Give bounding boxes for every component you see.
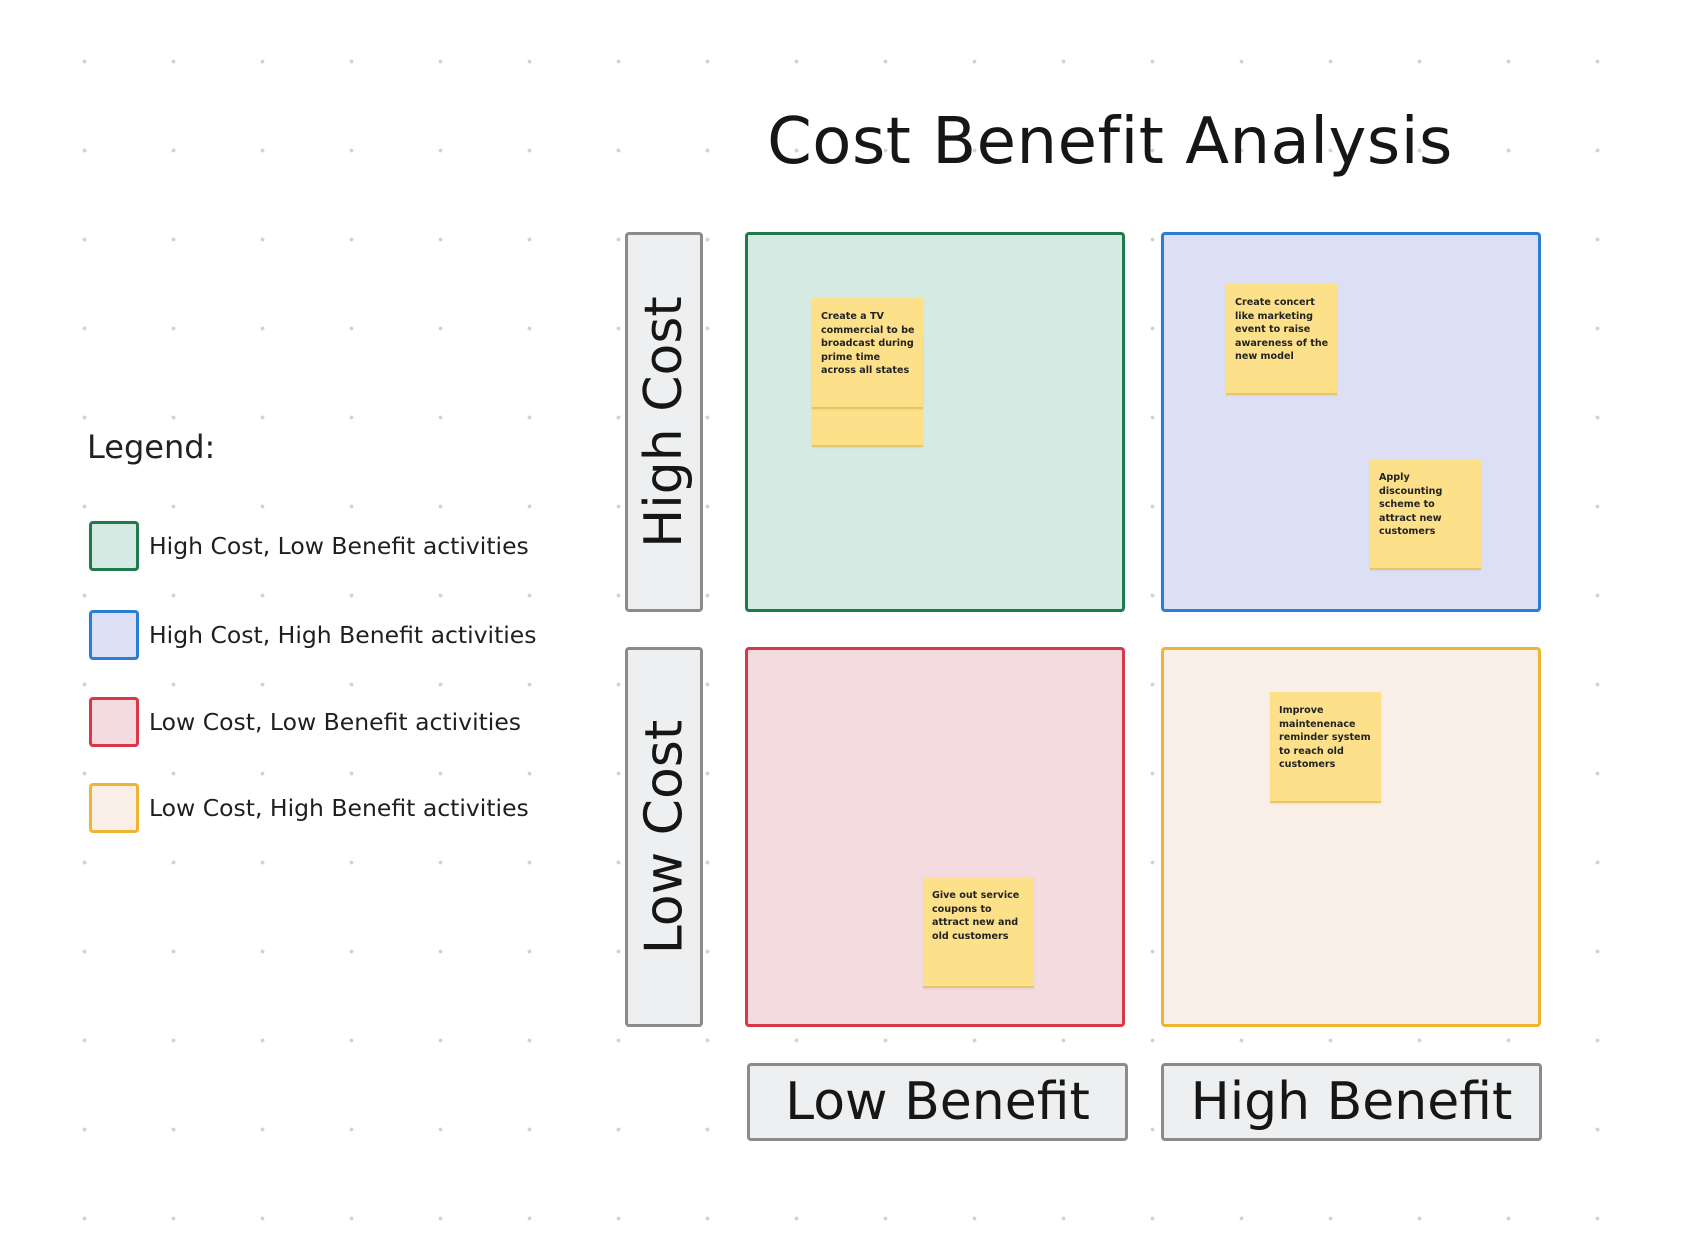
legend-label: Low Cost, High Benefit activities	[149, 794, 529, 822]
legend-label: High Cost, Low Benefit activities	[149, 532, 529, 560]
legend-item-high-cost-low-benefit: High Cost, Low Benefit activities	[89, 519, 529, 573]
diagram-title: Cost Benefit Analysis	[767, 105, 1453, 179]
quadrant-low-cost-high-benefit[interactable]: Improve maintenenace reminder system to …	[1161, 647, 1541, 1027]
legend-label: Low Cost, Low Benefit activities	[149, 708, 522, 736]
quadrant-low-cost-low-benefit[interactable]: Give out service coupons to attract new …	[745, 647, 1125, 1027]
legend-item-low-cost-low-benefit: Low Cost, Low Benefit activities	[89, 695, 521, 749]
sticky-note-text: Give out service coupons to attract new …	[932, 890, 1020, 942]
sticky-note-text: Create concert like marketing event to r…	[1235, 297, 1329, 362]
y-axis-label-text: Low Cost	[634, 719, 695, 955]
y-axis-label-text: High Cost	[634, 296, 694, 548]
sticky-note[interactable]: Apply discounting scheme to attract new …	[1370, 459, 1481, 570]
x-axis-label-high-benefit: High Benefit	[1161, 1063, 1542, 1141]
sticky-note-text: Improve maintenenace reminder system to …	[1279, 705, 1371, 770]
legend-swatch-red	[89, 697, 139, 747]
legend-swatch-blue	[89, 610, 139, 660]
legend-heading: Legend:	[87, 428, 216, 466]
x-axis-label-text: High Benefit	[1190, 1072, 1513, 1132]
y-axis-label-high-cost: High Cost	[625, 232, 703, 612]
legend-label: High Cost, High Benefit activities	[149, 621, 537, 649]
quadrant-high-cost-high-benefit[interactable]: Create concert like marketing event to r…	[1161, 232, 1541, 612]
sticky-note[interactable]: Improve maintenenace reminder system to …	[1270, 692, 1381, 803]
sticky-note-text: Apply discounting scheme to attract new …	[1379, 472, 1443, 537]
sticky-note[interactable]: Create a TV commercial to be broadcast d…	[812, 298, 923, 409]
sticky-note[interactable]: Create concert like marketing event to r…	[1226, 284, 1337, 395]
legend-item-low-cost-high-benefit: Low Cost, High Benefit activities	[89, 781, 529, 835]
legend-item-high-cost-high-benefit: High Cost, High Benefit activities	[89, 608, 537, 662]
sticky-note[interactable]: Give out service coupons to attract new …	[923, 877, 1034, 988]
x-axis-label-low-benefit: Low Benefit	[747, 1063, 1128, 1141]
x-axis-label-text: Low Benefit	[785, 1072, 1090, 1132]
y-axis-label-low-cost: Low Cost	[625, 647, 703, 1027]
quadrant-high-cost-low-benefit[interactable]: Create a TV commercial to be broadcast d…	[745, 232, 1125, 612]
sticky-note-text: Create a TV commercial to be broadcast d…	[821, 311, 915, 376]
legend-swatch-yellow	[89, 783, 139, 833]
legend-swatch-green	[89, 521, 139, 571]
